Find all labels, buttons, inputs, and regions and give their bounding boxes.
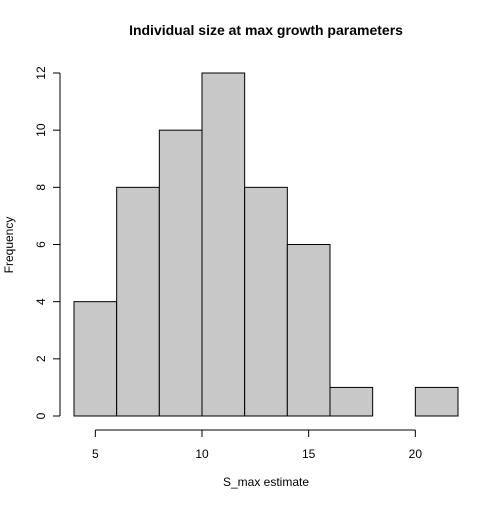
- bars-group: [73, 72, 459, 417]
- y-axis: 0 2 4 6 8 10 12: [34, 66, 61, 419]
- x-tick-label-2: 15: [302, 447, 316, 461]
- histogram-bar-0: [73, 301, 118, 417]
- x-tick-label-1: 10: [195, 447, 209, 461]
- x-axis: 5 10 15 20: [92, 429, 423, 461]
- y-axis-label: Frequency: [2, 217, 16, 274]
- histogram-bar-2: [158, 129, 203, 417]
- x-tick-label-3: 20: [409, 447, 423, 461]
- x-axis-label: S_max estimate: [223, 475, 309, 489]
- y-tick-label-3: 6: [34, 241, 48, 248]
- histogram-bar-8: [414, 386, 459, 417]
- histogram-bar-3: [201, 72, 246, 417]
- histogram-bar-5: [286, 244, 331, 417]
- y-tick-label-5: 10: [34, 123, 48, 137]
- x-tick-label-0: 5: [92, 447, 99, 461]
- y-tick-label-4: 8: [34, 184, 48, 191]
- y-tick-label-1: 2: [34, 355, 48, 362]
- y-tick-label-6: 12: [34, 66, 48, 80]
- chart-title: Individual size at max growth parameters: [129, 22, 403, 38]
- y-tick-label-0: 0: [34, 412, 48, 419]
- y-tick-label-2: 4: [34, 298, 48, 305]
- histogram-bar-1: [116, 186, 160, 417]
- histogram-bar-6: [329, 386, 374, 417]
- histogram-bar-4: [244, 186, 288, 417]
